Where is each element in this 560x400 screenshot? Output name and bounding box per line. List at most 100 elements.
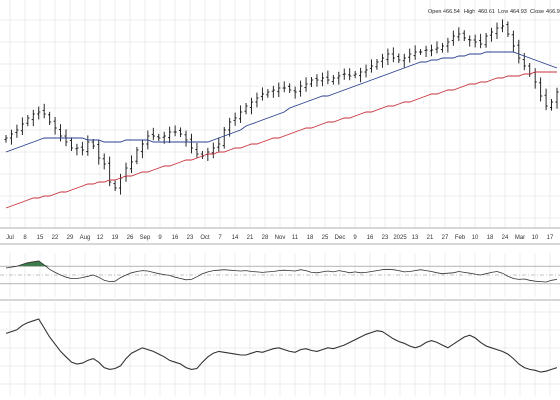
price-bar [539,77,543,102]
x-tick-label: 13 [412,235,419,241]
price-bar [353,71,357,79]
x-tick-label: 15 [37,235,44,241]
price-bar [282,81,286,93]
x-tick-label: 25 [322,235,329,241]
price-bar [435,41,439,54]
x-tick-label: 22 [52,235,59,241]
price-bar [118,173,123,195]
price-bar [397,53,401,63]
x-tick-label: Feb [455,235,466,241]
price-bar [326,70,330,85]
price-bar [511,30,515,53]
price-bar [544,88,548,111]
price-bar [528,63,532,77]
price-bar [260,87,265,101]
price-bar [15,124,19,138]
price-bar [489,27,494,42]
price-bar [26,115,30,127]
indicator-panel-1 [0,260,560,285]
low-value: 464.93 [510,9,527,15]
price-bar [419,49,423,55]
x-tick-label: Dec [335,235,346,241]
price-bar [451,30,455,46]
x-tick-label: 18 [307,235,314,241]
x-tick-label: Aug [80,235,91,241]
price-bar [135,147,139,165]
price-bar [124,162,128,182]
x-tick-label: 29 [67,235,74,241]
price-bar [500,19,505,33]
x-tick-label: 7 [218,235,222,241]
low-label: Low [498,9,508,15]
price-bar [479,33,483,49]
price-bar [217,137,221,152]
moving-average-fast [5,51,558,153]
price-bar [386,48,390,65]
price-bar [228,117,232,137]
price-bar [369,59,374,73]
price-bar [53,117,57,135]
price-bar [506,21,510,37]
price-bar [97,140,101,165]
price-bar [555,87,559,109]
indicator-1-line [5,260,558,283]
high-value: 460.61 [478,9,495,15]
price-bar [113,180,117,191]
price-bar [75,143,79,156]
price-bar [495,22,499,39]
high-label: High [464,9,475,15]
x-tick-label: 26 [127,235,134,241]
price-bar [391,47,395,63]
price-bar [58,124,63,142]
indicator-2-line [5,318,558,373]
price-bar [69,137,74,151]
price-bar [342,68,346,80]
x-tick-label: Nov [275,235,286,241]
price-bar [238,105,243,123]
x-tick-label: 27 [442,235,449,241]
price-bar [233,112,237,126]
price-bar [457,27,461,41]
indicator-panel-2 [5,318,558,373]
price-bar [271,85,275,98]
price-bar [102,153,106,170]
x-tick-label: 24 [502,235,509,241]
price-bar [484,33,488,48]
x-tick-label: 18 [487,235,494,241]
x-tick-label: 9 [353,235,357,241]
open-label: Open [428,9,441,15]
price-bar [468,35,472,47]
price-bar [255,92,259,108]
price-bar [304,77,308,92]
price-bar [20,117,24,135]
price-bar [86,135,90,156]
x-tick-label: 23 [382,235,389,241]
price-bar [288,83,292,93]
price-bar [320,72,325,87]
price-bar [408,48,412,63]
price-bar [91,139,95,149]
x-tick-label: 9 [158,235,162,241]
x-tick-label: 10 [532,235,539,241]
price-bar [549,99,554,111]
price-bar [277,82,281,97]
x-tick-label: 19 [112,235,119,241]
price-bar [140,139,144,159]
price-bar [413,45,417,60]
x-tick-label: 23 [187,235,194,241]
x-tick-label: Mar [515,235,525,241]
price-bar [108,156,112,187]
close-label: Close [530,9,544,15]
price-bar [151,127,155,141]
price-bar [348,68,352,81]
price-bar [157,133,161,141]
price-bar [178,127,183,137]
price-bar [266,89,270,98]
x-tick-label: Oct [200,235,210,241]
price-bar [184,130,188,147]
price-bar [446,37,450,53]
open-value: 466.54 [443,9,460,15]
x-tick-label: 21 [247,235,254,241]
price-bar [424,45,428,57]
x-tick-label: 8 [23,235,27,241]
